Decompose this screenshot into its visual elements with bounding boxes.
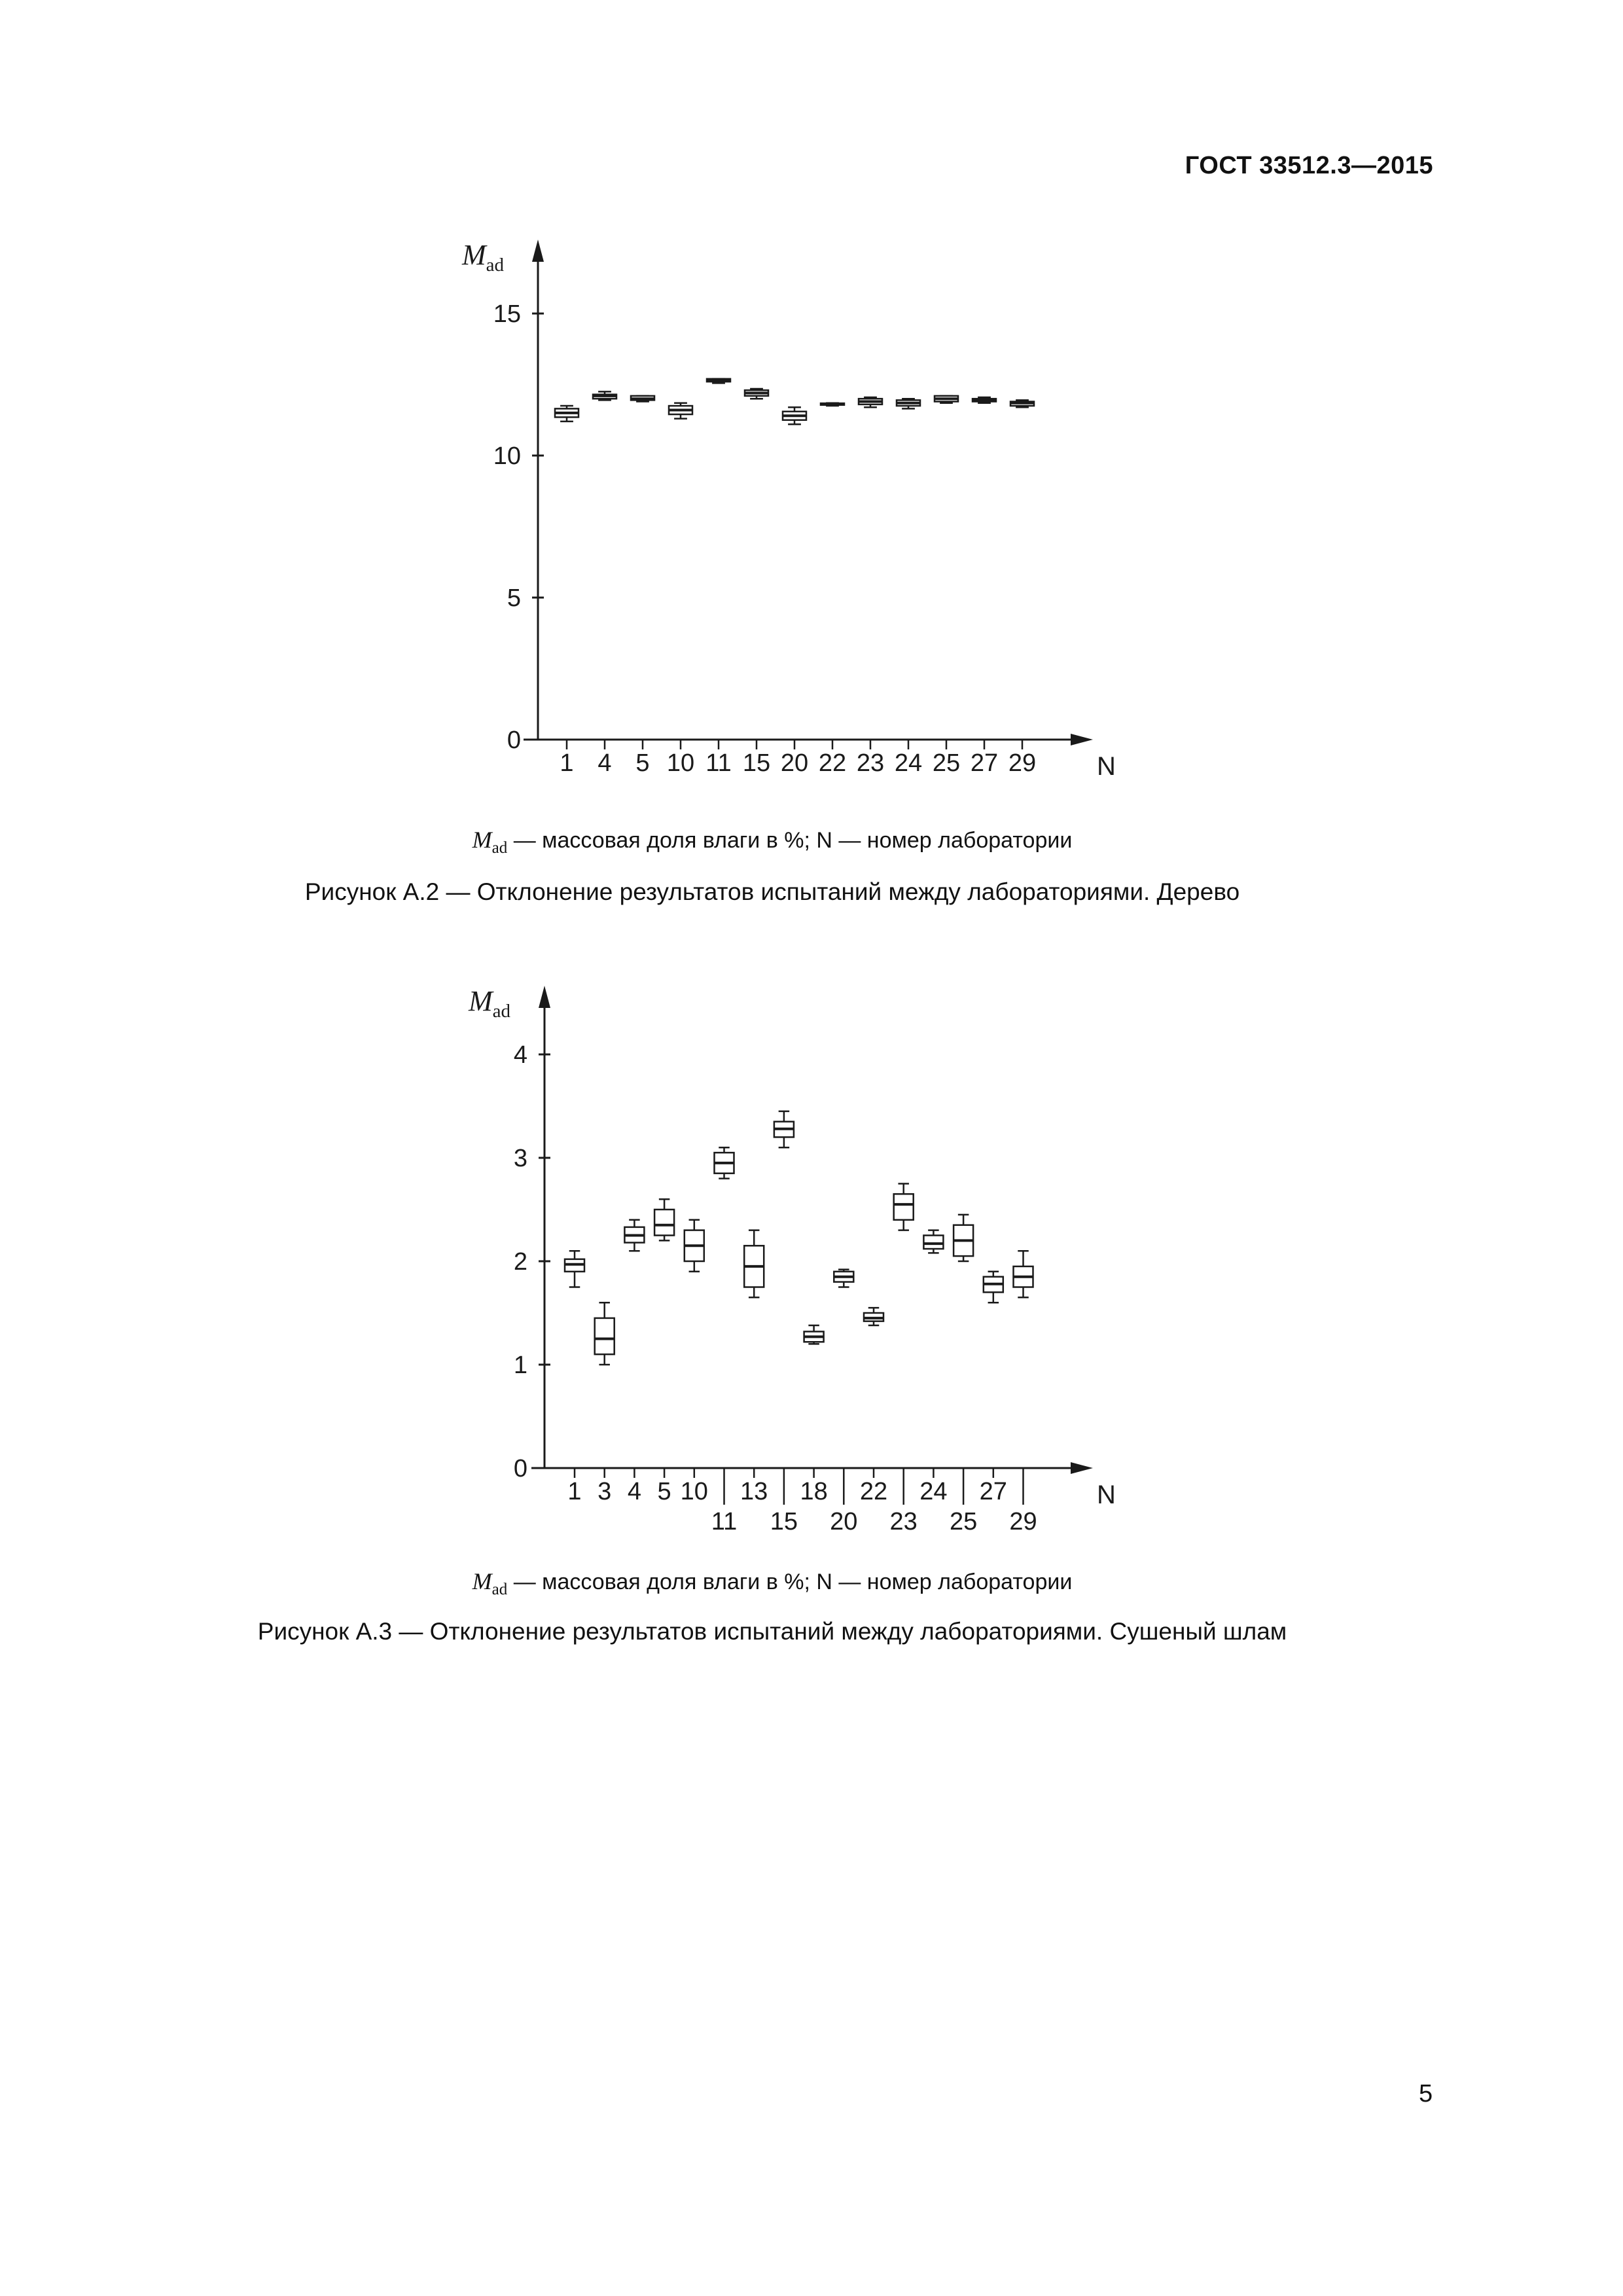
boxplot-lab-11: 11	[711, 1146, 737, 1535]
boxplot-lab-29: 29	[1009, 1249, 1037, 1535]
y-tick-label: 1	[514, 1352, 527, 1379]
m-ad-symbol: M	[472, 1568, 492, 1594]
x-category-label: 20	[781, 749, 808, 777]
x-category-label: 10	[667, 749, 694, 777]
boxplot-lab-24: 24	[919, 1229, 948, 1505]
figure-a2-caption: Рисунок А.2 — Отклонение результатов исп…	[304, 878, 1240, 905]
x-category-label: 4	[597, 749, 611, 777]
boxplot-lab-10: 10	[667, 402, 694, 777]
boxplot-lab-22: 22	[860, 1306, 887, 1505]
y-tick-label: 5	[507, 584, 521, 612]
boxplot-lab-15: 15	[770, 1110, 798, 1535]
x-category-label: 25	[933, 749, 960, 777]
axes: 0 5 10 15	[493, 240, 1093, 754]
boxplot-lab-11: 11	[705, 378, 732, 777]
boxplot-lab-23: 23	[890, 1183, 918, 1535]
y-axis-arrow	[539, 986, 550, 1008]
figure-a3-note: Mad — массовая доля влаги в %; N — номер…	[0, 1568, 1544, 1599]
figure-a2-note-text: — массовая доля влаги в %; N — номер лаб…	[507, 828, 1073, 853]
boxplot-lab-5: 5	[630, 395, 656, 777]
boxplot-lab-18: 18	[800, 1324, 828, 1505]
boxplot-lab-27: 27	[971, 396, 998, 777]
x-category-label: 29	[1008, 749, 1036, 777]
x-category-label: 1	[560, 749, 573, 777]
boxplot-lab-20: 20	[830, 1268, 857, 1535]
x-category-label: 1	[567, 1478, 581, 1505]
boxplot-lab-24: 24	[895, 397, 922, 777]
m-ad-symbol: M	[472, 827, 492, 853]
x-category-label: 11	[711, 1508, 737, 1535]
x-category-label: 20	[830, 1508, 857, 1535]
boxplot-lab-13: 13	[740, 1229, 768, 1505]
y-axis-label: Mad	[468, 985, 511, 1022]
x-category-label: 22	[860, 1478, 887, 1505]
y-axis-label: Mad	[461, 239, 505, 276]
x-category-label: 13	[740, 1478, 768, 1505]
boxplot-lab-25: 25	[933, 395, 960, 777]
boxplot-lab-1: 1	[563, 1249, 586, 1505]
x-axis-label: N	[1097, 752, 1116, 781]
x-category-label: 5	[635, 749, 649, 777]
x-category-label: 27	[980, 1478, 1007, 1505]
y-tick-label: 15	[493, 300, 521, 328]
boxplot-lab-27: 27	[980, 1270, 1007, 1505]
page-number: 5	[1419, 2080, 1433, 2108]
y-tick-label: 2	[514, 1248, 527, 1276]
boxplot-lab-1: 1	[554, 404, 580, 777]
boxplot-lab-29: 29	[1008, 399, 1036, 777]
x-category-label: 24	[895, 749, 922, 777]
x-axis-arrow	[1071, 1462, 1093, 1474]
x-category-label: 22	[819, 749, 846, 777]
boxplot-lab-22: 22	[819, 402, 846, 777]
y-axis-arrow	[532, 240, 544, 262]
boxplot-lab-15: 15	[743, 387, 770, 777]
x-axis-label: N	[1097, 1480, 1116, 1509]
boxplot-lab-25: 25	[950, 1213, 977, 1535]
figure-a2-note: Mad — массовая доля влаги в %; N — номер…	[0, 826, 1544, 857]
x-category-label: 25	[950, 1508, 977, 1535]
x-category-label: 23	[890, 1508, 918, 1535]
x-axis-arrow	[1071, 734, 1093, 745]
y-tick-label: 0	[514, 1455, 527, 1482]
y-tick-label: 3	[514, 1145, 527, 1172]
boxplot-lab-5: 5	[653, 1198, 675, 1505]
axes: 0 1 2 3 4	[514, 986, 1093, 1482]
boxplot-lab-20: 20	[781, 406, 808, 777]
x-category-label: 11	[705, 749, 731, 777]
x-category-label: 18	[800, 1478, 827, 1505]
boxplot-lab-3: 3	[594, 1301, 615, 1505]
x-category-label: 29	[1009, 1508, 1037, 1535]
x-category-label: 24	[919, 1478, 947, 1505]
x-category-label: 15	[743, 749, 770, 777]
x-category-label: 23	[857, 749, 884, 777]
boxplot-lab-4: 4	[624, 1219, 645, 1505]
x-category-label: 5	[658, 1478, 671, 1505]
boxplot-lab-4: 4	[592, 391, 618, 777]
boxplot-lab-23: 23	[857, 396, 884, 777]
x-category-label: 10	[681, 1478, 708, 1505]
x-category-label: 4	[628, 1478, 641, 1505]
m-ad-subscript: ad	[491, 1580, 508, 1598]
x-category-label: 27	[971, 749, 998, 777]
boxplot-lab-10: 10	[681, 1219, 708, 1505]
figure-a3-caption: Рисунок А.3 — Отклонение результатов исп…	[257, 1618, 1287, 1645]
x-category-label: 15	[770, 1508, 798, 1535]
y-tick-label: 0	[507, 726, 521, 754]
m-ad-subscript: ad	[491, 838, 508, 857]
document-header: ГОСТ 33512.3—2015	[1185, 152, 1433, 179]
x-category-label: 3	[597, 1478, 611, 1505]
y-tick-label: 10	[493, 442, 521, 470]
y-tick-label: 4	[514, 1041, 527, 1069]
figure-a3-note-text: — массовая доля влаги в %; N — номер лаб…	[507, 1570, 1073, 1594]
